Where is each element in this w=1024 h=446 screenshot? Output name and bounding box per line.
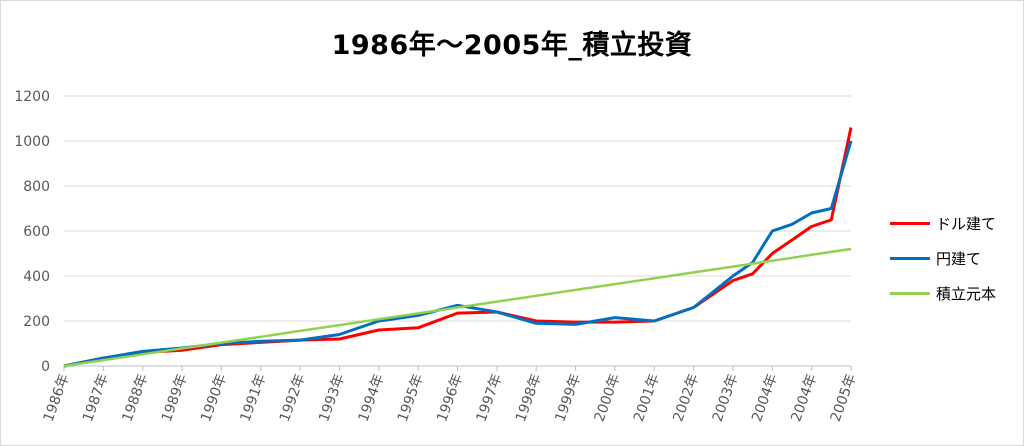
y-tick-label: 1000	[14, 134, 50, 150]
legend-item-principal: 積立元本	[890, 283, 1020, 303]
x-tick-label: 1988年	[119, 372, 151, 424]
x-tick-label: 1986年	[41, 372, 73, 424]
x-tick-label: 1999年	[552, 372, 584, 424]
series-line-yen	[63, 140, 853, 368]
y-tick-label: 600	[23, 224, 50, 240]
series-lines	[63, 127, 853, 368]
legend-swatch-yen	[890, 256, 930, 260]
y-tick-label: 1200	[14, 89, 50, 105]
x-tick-label: 2001年	[631, 372, 663, 424]
x-tick-label: 2003年	[710, 372, 742, 424]
y-axis-ticks: 0 200 400 600 800 1000 1200	[14, 89, 50, 375]
gridlines	[64, 95, 851, 367]
x-tick-label: 1996年	[434, 372, 466, 424]
x-tick-label: 2005年	[828, 372, 860, 424]
y-tick-label: 800	[23, 179, 50, 195]
x-tick-label: 2000年	[592, 372, 624, 424]
legend-label-principal: 積立元本	[936, 284, 997, 303]
x-tick-label: 1997年	[474, 372, 506, 424]
x-tick-label: 1989年	[159, 372, 191, 424]
legend: ドル建て 円建て 積立元本	[890, 213, 1020, 318]
x-tick-label: 2004年	[749, 372, 781, 424]
series-line-dollar	[63, 127, 853, 368]
y-tick-label: 200	[23, 314, 50, 330]
chart-title: 1986年～2005年_積立投資	[331, 30, 693, 61]
legend-swatch-principal	[890, 291, 930, 295]
x-tick-label: 1998年	[513, 372, 545, 424]
x-tick-label: 1991年	[237, 372, 269, 424]
x-tick-label: 1990年	[198, 372, 230, 424]
legend-item-dollar: ドル建て	[890, 213, 1020, 233]
legend-item-yen: 円建て	[890, 248, 1020, 268]
x-tick-label: 2004年	[788, 372, 820, 424]
x-tick-label: 1994年	[356, 372, 388, 424]
series-line-principal	[63, 247, 852, 368]
x-axis-ticks: 1986年 1987年 1988年 1989年 1990年 1991年 1992年 1993年…	[41, 366, 860, 424]
x-tick-label: 1993年	[316, 372, 348, 424]
legend-label-dollar: ドル建て	[936, 214, 997, 233]
legend-label-yen: 円建て	[936, 249, 982, 268]
x-tick-label: 1995年	[395, 372, 427, 424]
legend-swatch-dollar	[890, 221, 930, 225]
x-tick-label: 1992年	[277, 372, 309, 424]
y-tick-label: 400	[23, 269, 50, 285]
y-tick-label: 0	[41, 359, 50, 375]
x-tick-label: 1987年	[80, 372, 112, 424]
x-tick-label: 2002年	[670, 372, 702, 424]
